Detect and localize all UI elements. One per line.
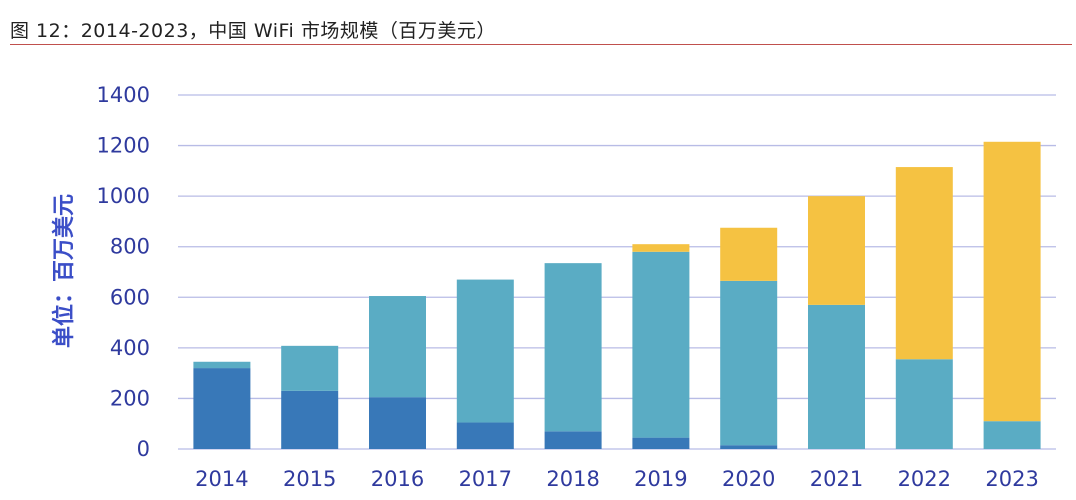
x-tick-label: 2016 (371, 467, 424, 491)
bar-segment-series-2 (720, 280, 778, 446)
x-tick-label: 2018 (546, 467, 599, 491)
bar-segment-series-1 (281, 390, 339, 449)
y-tick-label: 1400 (97, 83, 150, 107)
bar-segment-series-1 (193, 368, 251, 449)
bar-segment-series-2 (281, 345, 339, 391)
bar-segment-series-2 (544, 263, 602, 432)
bar-segment-series-3 (720, 227, 778, 281)
y-tick-label: 600 (110, 285, 150, 309)
x-tick-label: 2015 (283, 467, 336, 491)
x-tick-label: 2023 (985, 467, 1038, 491)
bar-segment-series-2 (632, 251, 690, 438)
bar-segment-series-1 (369, 397, 426, 449)
bar-segment-series-2 (983, 421, 1041, 449)
bar-segment-series-3 (895, 167, 953, 360)
bar-segment-series-1 (456, 422, 514, 449)
figure-title: 图 12：2014-2023，中国 WiFi 市场规模（百万美元） (10, 20, 496, 42)
bar-segment-series-2 (456, 279, 514, 423)
x-tick-label: 2020 (722, 467, 775, 491)
y-tick-label: 0 (137, 437, 150, 461)
bar-segment-series-1 (632, 437, 690, 449)
y-tick-label: 200 (110, 386, 150, 410)
x-tick-label: 2019 (634, 467, 687, 491)
title-divider (10, 44, 1072, 45)
x-tick-label: 2014 (195, 467, 248, 491)
bar-segment-series-2 (895, 359, 953, 449)
x-tick-label: 2021 (810, 467, 863, 491)
x-tick-label: 2017 (459, 467, 512, 491)
bar-segment-series-2 (808, 304, 865, 449)
y-tick-label: 1000 (97, 184, 150, 208)
bar-segment-series-3 (983, 141, 1041, 422)
x-tick-label: 2022 (898, 467, 951, 491)
bar-segment-series-1 (720, 445, 778, 449)
bar-segment-series-2 (193, 361, 251, 369)
bar-segment-series-2 (369, 296, 426, 398)
y-tick-label: 1200 (97, 134, 150, 158)
y-tick-label: 800 (110, 235, 150, 259)
bar-segment-series-1 (544, 431, 602, 449)
bar-segment-series-3 (632, 244, 690, 252)
y-tick-label: 400 (110, 336, 150, 360)
bar-segment-series-3 (808, 196, 865, 305)
